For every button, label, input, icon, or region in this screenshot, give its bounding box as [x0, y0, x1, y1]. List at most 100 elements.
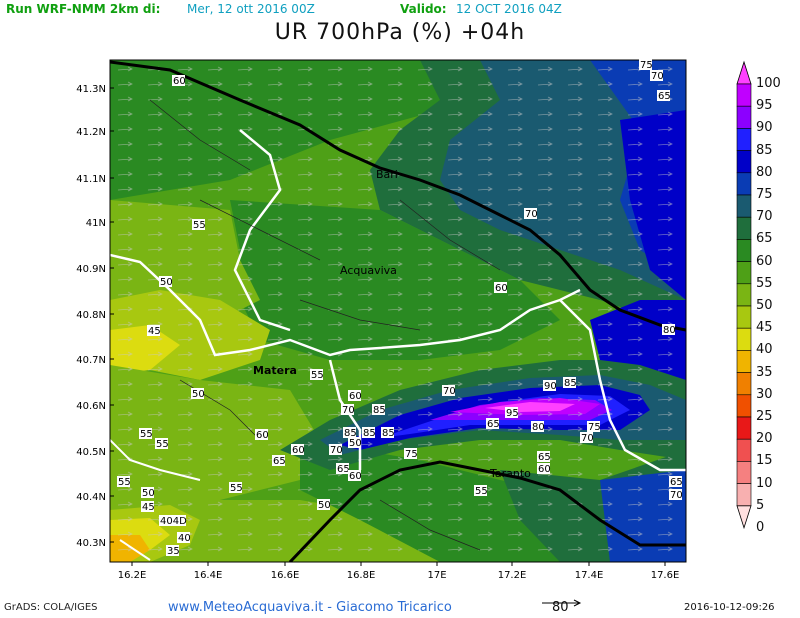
colorbar-level-label: 85: [756, 142, 773, 158]
wind-arrow: [567, 81, 583, 87]
wind-arrow: [447, 66, 463, 72]
wind-arrow: [657, 111, 673, 117]
wind-arrow: [567, 141, 583, 147]
wind-arrow: [297, 186, 313, 192]
wind-arrow: [537, 531, 553, 537]
wind-arrow: [597, 276, 613, 282]
wind-arrow: [477, 216, 493, 222]
wind-arrow: [447, 351, 463, 357]
wind-arrow: [447, 111, 463, 117]
wind-arrow: [657, 531, 673, 537]
wind-arrow: [207, 546, 223, 552]
wind-arrow: [477, 396, 493, 402]
wind-arrow: [597, 201, 613, 207]
wind-arrow: [267, 501, 283, 507]
wind-arrow: [357, 171, 373, 177]
wind-arrow: [507, 291, 523, 297]
wind-arrow: [297, 426, 313, 432]
wind-arrow: [357, 516, 373, 522]
wind-arrow: [267, 546, 283, 552]
colorbar-level-label: 30: [756, 386, 773, 402]
colorbar-level-label: 45: [756, 320, 773, 336]
contour-label: 50: [318, 500, 331, 511]
wind-arrow: [627, 321, 643, 327]
wind-arrow: [147, 186, 163, 192]
wind-arrow: [327, 546, 343, 552]
wind-arrow: [147, 366, 163, 372]
wind-arrow: [237, 306, 253, 312]
wind-arrow: [597, 66, 613, 72]
wind-arrow: [597, 531, 613, 537]
wind-arrow: [117, 366, 133, 372]
wind-arrow: [147, 141, 163, 147]
wind-arrow: [237, 156, 253, 162]
wind-arrow: [177, 171, 193, 177]
city-labels: Bari Acquaviva Matera Taranto: [253, 168, 531, 480]
wind-arrow: [117, 441, 133, 447]
contour-label: 55: [193, 220, 206, 231]
colorbar-level-label: 0: [756, 520, 765, 535]
wind-arrow: [207, 126, 223, 132]
wind-arrow: [357, 96, 373, 102]
wind-arrow: [207, 276, 223, 282]
wind-arrow: [507, 81, 523, 87]
wind-arrow: [657, 306, 673, 312]
wind-arrow: [297, 306, 313, 312]
wind-arrow: [327, 531, 343, 537]
wind-arrow: [387, 141, 403, 147]
colorbar-segment: [736, 194, 752, 218]
wind-arrow: [537, 216, 553, 222]
wind-arrow: [447, 306, 463, 312]
wind-arrow: [237, 501, 253, 507]
latitude-label: 41.3N: [76, 84, 106, 95]
wind-arrow: [117, 111, 133, 117]
wind-arrow: [237, 111, 253, 117]
wind-arrow: [537, 66, 553, 72]
wind-arrow: [267, 276, 283, 282]
wind-arrow: [627, 396, 643, 402]
contour-label: 75: [640, 60, 653, 71]
colorbar-segment: [736, 416, 752, 440]
wind-arrow: [327, 201, 343, 207]
latitude-label: 40.3N: [76, 538, 106, 549]
wind-arrow: [417, 156, 433, 162]
wind-arrow: [117, 321, 133, 327]
wind-arrow: [507, 441, 523, 447]
colorbar-bottom-cap: [736, 505, 752, 530]
wind-arrow: [207, 516, 223, 522]
wind-arrow: [657, 441, 673, 447]
wind-arrow: [657, 156, 673, 162]
longitude-label: 17.2E: [498, 570, 527, 581]
wind-arrow: [117, 186, 133, 192]
wind-arrow: [507, 321, 523, 327]
wind-arrow: [117, 66, 133, 72]
wind-arrow: [387, 111, 403, 117]
wind-arrow: [597, 456, 613, 462]
wind-arrow: [537, 201, 553, 207]
wind-arrow: [537, 291, 553, 297]
wind-arrow: [237, 171, 253, 177]
wind-arrows: [117, 66, 673, 552]
wind-arrow: [537, 96, 553, 102]
wind-arrow: [297, 411, 313, 417]
wind-arrow: [597, 111, 613, 117]
wind-arrow: [657, 426, 673, 432]
wind-arrow: [357, 306, 373, 312]
wind-arrow: [567, 546, 583, 552]
latitude-label: 40.4N: [76, 492, 106, 503]
contour-label: 55: [118, 477, 131, 488]
wind-arrow: [567, 456, 583, 462]
wind-arrow: [177, 276, 193, 282]
wind-arrow: [237, 411, 253, 417]
wind-arrow: [477, 276, 493, 282]
wind-arrow: [657, 246, 673, 252]
wind-arrow: [597, 366, 613, 372]
wind-arrow: [657, 171, 673, 177]
wind-arrow: [297, 141, 313, 147]
wind-arrow: [627, 261, 643, 267]
wind-arrow: [207, 156, 223, 162]
wind-arrow: [417, 126, 433, 132]
wind-arrow: [507, 486, 523, 492]
wind-arrow: [207, 501, 223, 507]
